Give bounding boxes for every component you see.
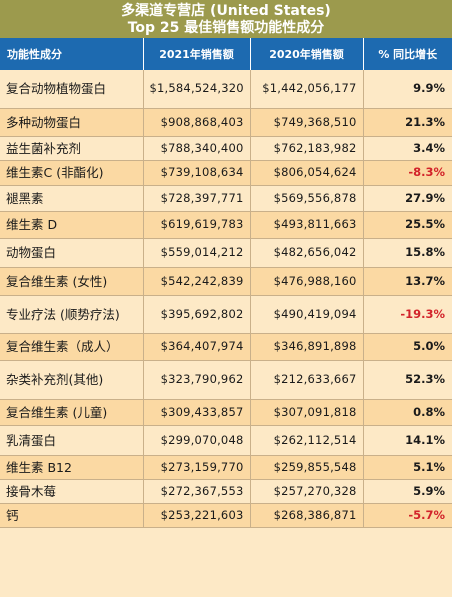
sales-2021-cell: $908,868,403 <box>143 108 251 137</box>
ingredient-cell: 维生素 D <box>0 211 144 239</box>
column-header-2021: 2021年销售额 <box>143 38 251 70</box>
table-row: 接骨木莓 $272,367,553 $257,270,328 5.9% <box>0 479 452 504</box>
table-row: 维生素C (非酯化) $739,108,634 $806,054,624 -8.3% <box>0 160 452 186</box>
growth-cell: 15.8% <box>363 238 452 268</box>
sales-2021-cell: $309,433,857 <box>143 399 251 426</box>
ingredient-cell: 动物蛋白 <box>0 238 144 268</box>
growth-cell: 5.1% <box>363 455 452 480</box>
sales-2020-cell: $262,112,514 <box>250 425 364 456</box>
ingredient-cell: 维生素 B12 <box>0 455 144 480</box>
table-body: 复合动物植物蛋白 $1,584,524,320 $1,442,056,177 9.9%… <box>0 70 452 528</box>
sales-2020-cell: $762,183,982 <box>250 136 364 161</box>
sales-2021-cell: $559,014,212 <box>143 238 251 268</box>
table-row: 复合维生素（成人） $364,407,974 $346,891,898 5.0% <box>0 333 452 361</box>
sales-2020-cell: $307,091,818 <box>250 399 364 426</box>
title-line-2: Top 25 最佳销售额功能性成分 <box>127 20 325 36</box>
ingredient-cell: 复合维生素 (女性) <box>0 267 144 296</box>
sales-2020-cell: $259,855,548 <box>250 455 364 480</box>
sales-2020-cell: $490,419,094 <box>250 295 364 334</box>
growth-cell: 13.7% <box>363 267 452 296</box>
column-header-2020: 2020年销售额 <box>250 38 364 70</box>
growth-cell: 21.3% <box>363 108 452 137</box>
table-title: 多渠道专营店 (United States) Top 25 最佳销售额功能性成分 <box>0 0 452 38</box>
table-row: 复合动物植物蛋白 $1,584,524,320 $1,442,056,177 9.9% <box>0 70 452 109</box>
ingredient-cell: 复合维生素（成人） <box>0 333 144 361</box>
table-row: 专业疗法 (顺势疗法) $395,692,802 $490,419,094 -19.3… <box>0 295 452 334</box>
sales-2021-cell: $542,242,839 <box>143 267 251 296</box>
sales-2020-cell: $493,811,663 <box>250 211 364 239</box>
sales-table: 功能性成分 2021年销售额 2020年销售额 % 同比增长 复合动物植物蛋白 $… <box>0 38 452 528</box>
growth-cell: 5.9% <box>363 479 452 504</box>
table-row: 益生菌补充剂 $788,340,400 $762,183,982 3.4% <box>0 136 452 161</box>
table-header-row: 功能性成分 2021年销售额 2020年销售额 % 同比增长 <box>0 38 452 70</box>
sales-2021-cell: $619,619,783 <box>143 211 251 239</box>
growth-cell: 27.9% <box>363 185 452 212</box>
sales-2020-cell: $346,891,898 <box>250 333 364 361</box>
table-row: 杂类补充剂(其他) $323,790,962 $212,633,667 52.3% <box>0 360 452 400</box>
title-line-1: 多渠道专营店 (United States) <box>121 3 331 19</box>
table-row: 褪黑素 $728,397,771 $569,556,878 27.9% <box>0 185 452 212</box>
sales-2021-cell: $788,340,400 <box>143 136 251 161</box>
growth-cell: 52.3% <box>363 360 452 400</box>
sales-2020-cell: $569,556,878 <box>250 185 364 212</box>
sales-2021-cell: $272,367,553 <box>143 479 251 504</box>
ingredient-cell: 接骨木莓 <box>0 479 144 504</box>
ingredient-cell: 益生菌补充剂 <box>0 136 144 161</box>
ingredient-cell: 维生素C (非酯化) <box>0 160 144 186</box>
ingredient-cell: 复合维生素 (儿童) <box>0 399 144 426</box>
column-header-ingredient: 功能性成分 <box>0 38 144 70</box>
sales-2021-cell: $364,407,974 <box>143 333 251 361</box>
ingredient-cell: 褪黑素 <box>0 185 144 212</box>
growth-cell: 3.4% <box>363 136 452 161</box>
table-row: 维生素 D $619,619,783 $493,811,663 25.5% <box>0 211 452 239</box>
table-row: 复合维生素 (儿童) $309,433,857 $307,091,818 0.8% <box>0 399 452 426</box>
ingredient-cell: 复合动物植物蛋白 <box>0 70 144 109</box>
sales-2021-cell: $1,584,524,320 <box>143 70 251 109</box>
sales-2020-cell: $482,656,042 <box>250 238 364 268</box>
sales-2020-cell: $257,270,328 <box>250 479 364 504</box>
sales-2020-cell: $212,633,667 <box>250 360 364 400</box>
table-row: 维生素 B12 $273,159,770 $259,855,548 5.1% <box>0 455 452 480</box>
sales-2021-cell: $323,790,962 <box>143 360 251 400</box>
growth-cell: -5.7% <box>363 503 452 528</box>
growth-cell: 5.0% <box>363 333 452 361</box>
growth-cell: 0.8% <box>363 399 452 426</box>
ingredient-cell: 钙 <box>0 503 144 528</box>
ingredient-cell: 专业疗法 (顺势疗法) <box>0 295 144 334</box>
table-row: 多种动物蛋白 $908,868,403 $749,368,510 21.3% <box>0 108 452 137</box>
sales-2021-cell: $739,108,634 <box>143 160 251 186</box>
growth-cell: 14.1% <box>363 425 452 456</box>
growth-cell: 9.9% <box>363 70 452 109</box>
table-row: 乳清蛋白 $299,070,048 $262,112,514 14.1% <box>0 425 452 456</box>
sales-2021-cell: $728,397,771 <box>143 185 251 212</box>
sales-2021-cell: $273,159,770 <box>143 455 251 480</box>
sales-2020-cell: $1,442,056,177 <box>250 70 364 109</box>
ingredient-cell: 乳清蛋白 <box>0 425 144 456</box>
sales-2021-cell: $253,221,603 <box>143 503 251 528</box>
ingredient-cell: 杂类补充剂(其他) <box>0 360 144 400</box>
growth-cell: -8.3% <box>363 160 452 186</box>
sales-2020-cell: $268,386,871 <box>250 503 364 528</box>
sales-2021-cell: $299,070,048 <box>143 425 251 456</box>
growth-cell: -19.3% <box>363 295 452 334</box>
sales-2020-cell: $476,988,160 <box>250 267 364 296</box>
table-row: 钙 $253,221,603 $268,386,871 -5.7% <box>0 503 452 528</box>
sales-2020-cell: $749,368,510 <box>250 108 364 137</box>
sales-2021-cell: $395,692,802 <box>143 295 251 334</box>
table-row: 动物蛋白 $559,014,212 $482,656,042 15.8% <box>0 238 452 268</box>
column-header-growth: % 同比增长 <box>378 48 438 61</box>
growth-cell: 25.5% <box>363 211 452 239</box>
sales-2020-cell: $806,054,624 <box>250 160 364 186</box>
ingredient-cell: 多种动物蛋白 <box>0 108 144 137</box>
table-row: 复合维生素 (女性) $542,242,839 $476,988,160 13.7% <box>0 267 452 296</box>
